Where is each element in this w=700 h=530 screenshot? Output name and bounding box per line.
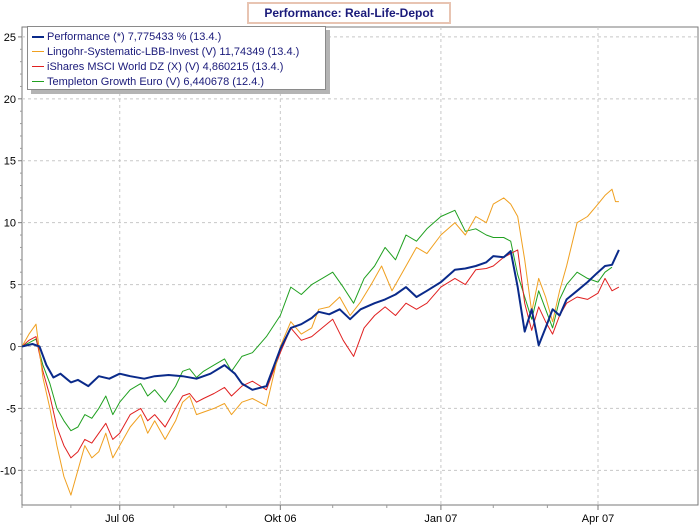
series-line-performance — [21, 249, 620, 391]
chart-title: Performance: Real-Life-Depot — [247, 2, 451, 24]
x-tick-label: Jan 07 — [424, 513, 457, 525]
chart-legend: Performance (*) 7,775433 % (13.4.) Lingo… — [27, 26, 326, 90]
legend-item-lingohr: Lingohr-Systematic-LBB-Invest (V) 11,743… — [32, 44, 321, 59]
y-tick-label: 25 — [4, 32, 16, 44]
legend-swatch — [32, 51, 44, 52]
y-tick-label: -10 — [0, 465, 16, 477]
legend-item-ishares: iShares MSCI World DZ (X) (V) 4,860215 (… — [32, 59, 321, 74]
legend-label: Performance (*) 7,775433 % (13.4.) — [47, 30, 222, 43]
legend-label: iShares MSCI World DZ (X) (V) 4,860215 (… — [47, 60, 284, 73]
y-tick-label: 5 — [10, 280, 16, 292]
legend-item-templeton: Templeton Growth Euro (V) 6,440678 (12.4… — [32, 74, 321, 89]
y-tick-label: 10 — [4, 218, 16, 230]
x-tick-label: Okt 06 — [264, 513, 296, 525]
y-tick-label: -5 — [6, 403, 16, 415]
legend-label: Templeton Growth Euro (V) 6,440678 (12.4… — [47, 75, 265, 88]
legend-swatch — [32, 35, 44, 38]
y-tick-label: 15 — [4, 156, 16, 168]
plot-area — [21, 26, 699, 506]
legend-swatch — [32, 66, 44, 67]
legend-item-performance: Performance (*) 7,775433 % (13.4.) — [32, 29, 321, 44]
y-tick-label: 0 — [10, 341, 16, 353]
legend-label: Lingohr-Systematic-LBB-Invest (V) 11,743… — [47, 45, 300, 58]
x-tick-label: Apr 07 — [582, 513, 614, 525]
series-line-templeton — [21, 209, 613, 432]
series-line-lingohr — [21, 188, 619, 496]
x-tick-label: Jul 06 — [105, 513, 134, 525]
series-line-ishares — [21, 249, 620, 459]
legend-swatch — [32, 81, 44, 82]
y-tick-label: 20 — [4, 94, 16, 106]
